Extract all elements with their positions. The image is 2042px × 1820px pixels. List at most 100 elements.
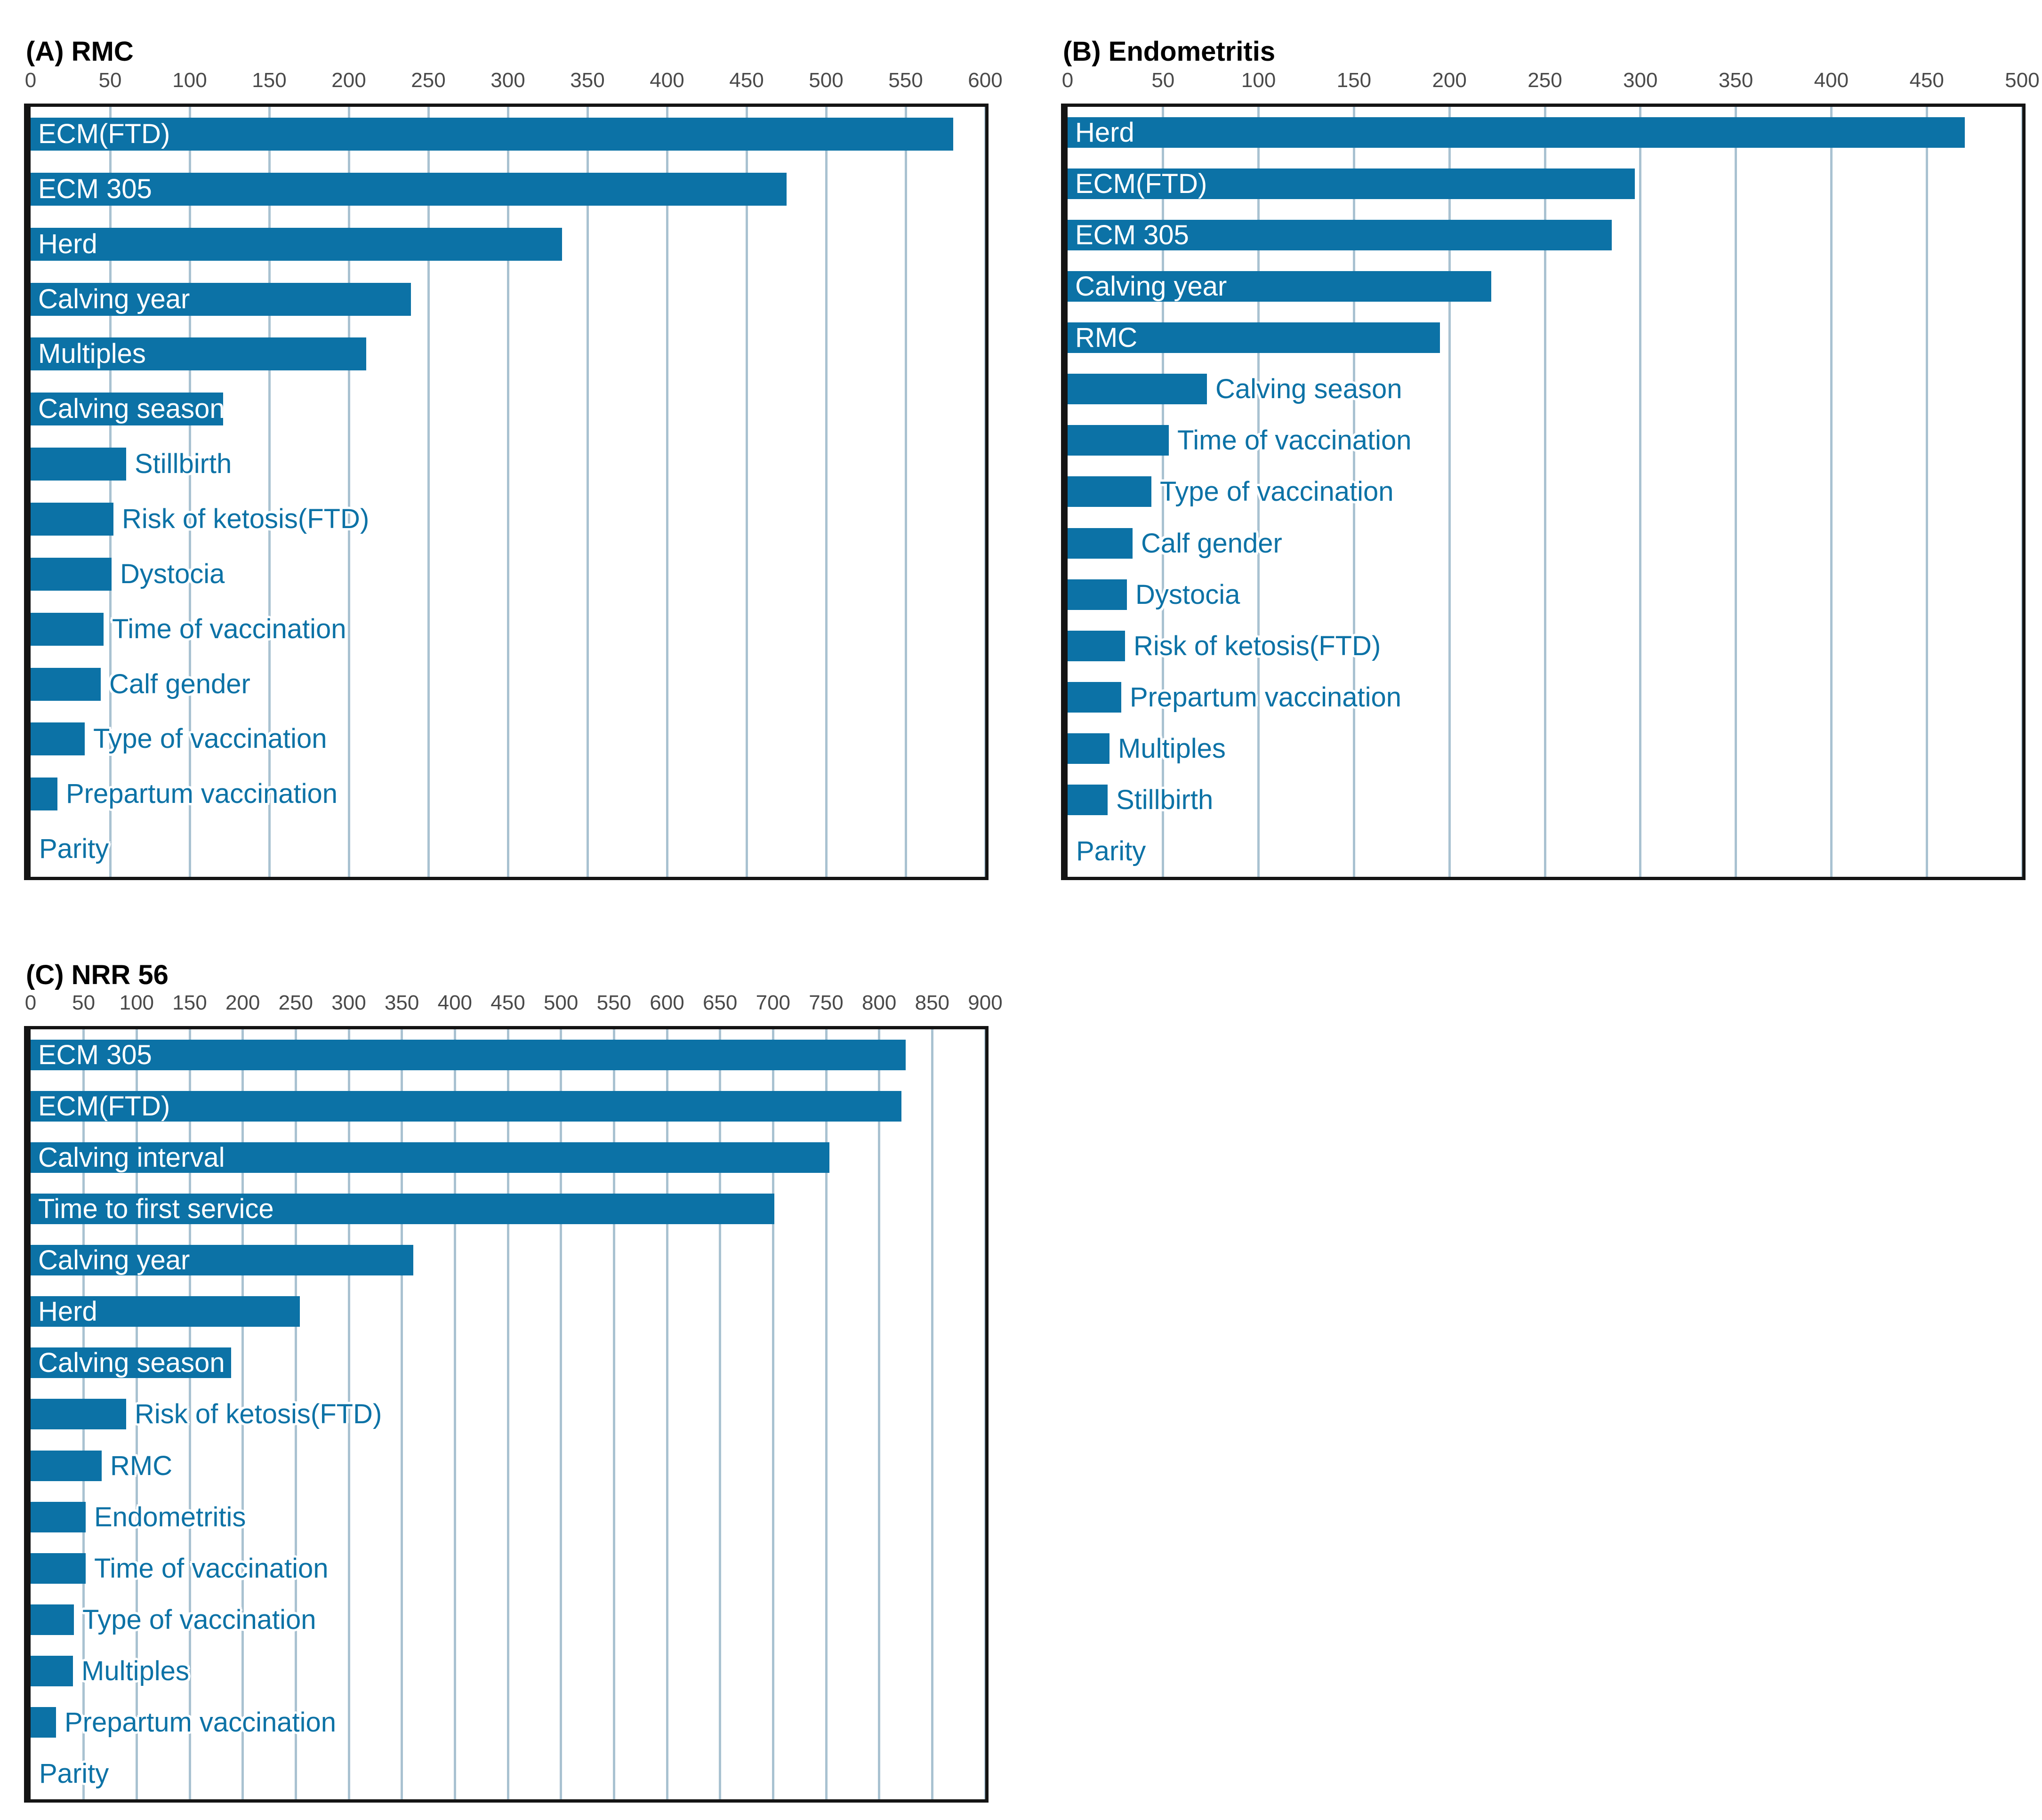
bar-label: Stillbirth bbox=[1116, 785, 1214, 815]
axis-tick-label: 850 bbox=[915, 991, 950, 1014]
axis-tick-label: 450 bbox=[1909, 69, 1944, 92]
bar bbox=[31, 283, 411, 316]
bar bbox=[1068, 733, 1109, 764]
gridline bbox=[719, 1029, 722, 1799]
bar-label: Prepartum vaccination bbox=[64, 1707, 337, 1738]
bar bbox=[31, 1656, 73, 1686]
bar bbox=[31, 1707, 56, 1738]
axis-tick-label: 100 bbox=[172, 69, 207, 92]
bar bbox=[1068, 476, 1151, 507]
bar-label: Dystocia bbox=[120, 559, 225, 589]
panel-C-axis-ticks: 0 50 100 150 200 250 300 350 400 450 500 550 600 650 7… bbox=[25, 991, 1003, 1018]
bar-label: Calving year bbox=[38, 1245, 190, 1275]
gridline bbox=[878, 1029, 881, 1799]
gridline bbox=[294, 1029, 297, 1799]
axis-tick-label: 0 bbox=[24, 991, 37, 1014]
bar-label: RMC bbox=[1075, 322, 1138, 353]
bar bbox=[31, 613, 104, 646]
gridline bbox=[825, 107, 828, 877]
panel-B-title: (B) Endometritis bbox=[1063, 36, 1276, 67]
bar-label: ECM(FTD) bbox=[1075, 168, 1207, 199]
axis-tick-label: 300 bbox=[490, 69, 525, 92]
bar-label: Herd bbox=[38, 1296, 97, 1327]
bar-label: ECM 305 bbox=[1075, 220, 1189, 250]
axis-tick-label: 900 bbox=[968, 991, 1003, 1014]
axis-tick-label: 450 bbox=[490, 991, 525, 1014]
bar bbox=[31, 1502, 86, 1532]
axis-tick-label: 300 bbox=[331, 991, 366, 1014]
bar bbox=[1068, 528, 1133, 559]
bar bbox=[31, 1347, 231, 1378]
axis-tick-label: 400 bbox=[1814, 69, 1849, 92]
gridline bbox=[612, 1029, 615, 1799]
bar bbox=[31, 503, 113, 536]
axis-tick-label: 400 bbox=[650, 69, 684, 92]
bar bbox=[1068, 117, 1965, 148]
bar-label: Time of vaccination bbox=[112, 614, 346, 644]
bar-label: Multiples bbox=[81, 1656, 189, 1686]
axis-tick-label: 500 bbox=[2005, 69, 2040, 92]
bar bbox=[31, 1091, 901, 1122]
bar-label: Calving season bbox=[1215, 374, 1402, 404]
gridline bbox=[188, 107, 191, 877]
bar-label: Type of vaccination bbox=[82, 1604, 316, 1635]
bar-label: Herd bbox=[1075, 117, 1134, 148]
axis-tick-label: 150 bbox=[172, 991, 207, 1014]
panel-C-plot-area: ECM 305 ECM(FTD) Calving interval Time to f… bbox=[31, 1029, 985, 1799]
gridline bbox=[825, 1029, 828, 1799]
bar bbox=[1068, 785, 1108, 815]
gridline bbox=[241, 1029, 244, 1799]
bar-label: Stillbirth bbox=[135, 449, 232, 479]
panel-A-plot-frame: ECM(FTD) ECM 305 Herd Calving year Multiples… bbox=[24, 104, 989, 880]
gridline bbox=[984, 1029, 985, 1799]
bar bbox=[31, 1399, 126, 1429]
gridline bbox=[904, 107, 907, 877]
bar bbox=[31, 173, 787, 206]
bar bbox=[31, 1245, 413, 1275]
bar-label: Prepartum vaccination bbox=[1130, 682, 1402, 713]
bar-label: Calving interval bbox=[38, 1142, 225, 1173]
gridline bbox=[1257, 107, 1260, 877]
bar-label: Calving year bbox=[38, 284, 190, 314]
bar bbox=[31, 337, 366, 370]
axis-tick-label: 500 bbox=[809, 69, 844, 92]
bar bbox=[1068, 374, 1207, 404]
bar-label: Parity bbox=[1076, 836, 1146, 866]
axis-tick-label: 650 bbox=[702, 991, 738, 1014]
bar bbox=[1068, 322, 1440, 353]
gridline bbox=[560, 1029, 563, 1799]
bar bbox=[31, 1142, 829, 1173]
axis-tick-label: 200 bbox=[331, 69, 366, 92]
bar bbox=[1068, 631, 1125, 661]
bar bbox=[31, 1194, 774, 1224]
gridline bbox=[109, 107, 112, 877]
bar-label: Time to first service bbox=[38, 1194, 274, 1224]
bar-label: Type of vaccination bbox=[93, 723, 327, 754]
gridline bbox=[1544, 107, 1546, 877]
gridline bbox=[666, 1029, 668, 1799]
axis-tick-label: 200 bbox=[225, 991, 260, 1014]
bar-label: ECM 305 bbox=[38, 1040, 152, 1070]
bar-label: Time of vaccination bbox=[1177, 425, 1412, 456]
axis-tick-label: 250 bbox=[411, 69, 446, 92]
axis-tick-label: 50 bbox=[1151, 69, 1175, 92]
gridline bbox=[268, 107, 271, 877]
axis-tick-label: 200 bbox=[1432, 69, 1467, 92]
gridline bbox=[1639, 107, 1642, 877]
bar-label: Calf gender bbox=[109, 669, 250, 699]
axis-tick-label: 0 bbox=[24, 69, 37, 92]
axis-tick-label: 350 bbox=[384, 991, 419, 1014]
gridline bbox=[401, 1029, 403, 1799]
axis-tick-label: 700 bbox=[756, 991, 791, 1014]
gridline bbox=[135, 1029, 138, 1799]
bar bbox=[1068, 271, 1491, 302]
bar bbox=[31, 722, 85, 755]
axis-tick-label: 450 bbox=[729, 69, 764, 92]
gridline bbox=[427, 107, 430, 877]
bar-label: Prepartum vaccination bbox=[66, 778, 338, 809]
panel-C-title: (C) NRR 56 bbox=[26, 960, 169, 991]
panel-A-plot-area: ECM(FTD) ECM 305 Herd Calving year Multiples… bbox=[31, 107, 985, 877]
gridline bbox=[745, 107, 748, 877]
bar bbox=[31, 393, 223, 425]
